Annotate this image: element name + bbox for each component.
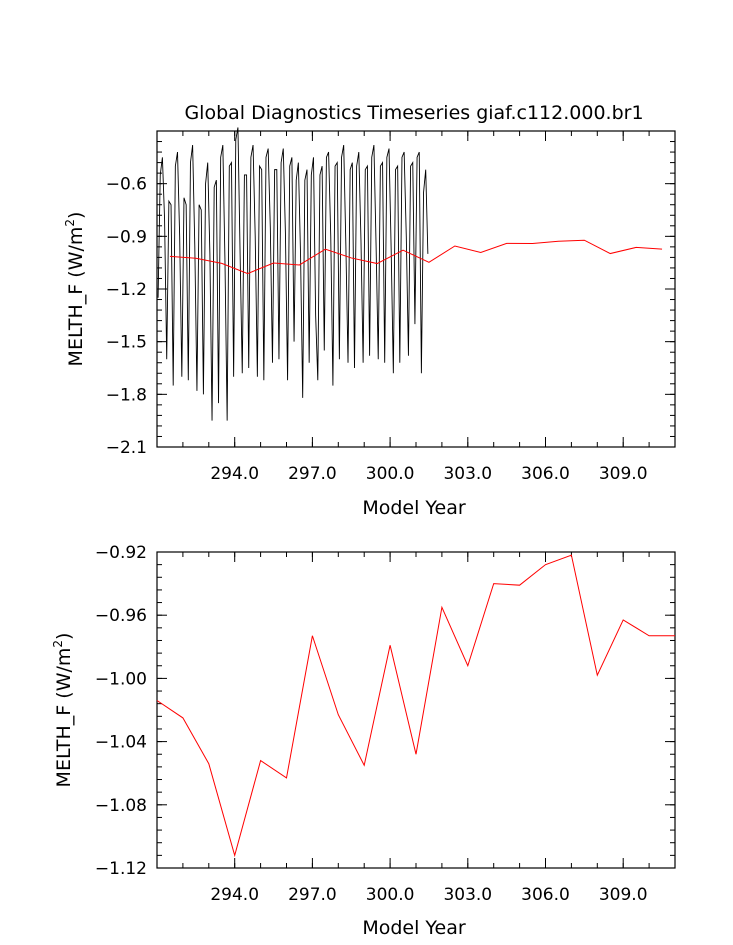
x-tick-label: 303.0 bbox=[443, 464, 492, 484]
x-tick-label: 300.0 bbox=[366, 464, 415, 484]
x-tick-label: 309.0 bbox=[599, 885, 648, 905]
x-tick-label: 297.0 bbox=[288, 464, 337, 484]
x-tick-labels: 294.0 297.0 300.0 303.0 306.0 309.0 bbox=[210, 464, 647, 484]
y-tick-label: −1.8 bbox=[106, 385, 147, 405]
x-axis-label: Model Year bbox=[362, 917, 466, 939]
x-tick-label: 306.0 bbox=[521, 885, 570, 905]
axis-ticks bbox=[156, 551, 676, 869]
y-tick-label: −0.96 bbox=[95, 606, 147, 626]
x-tick-label: 294.0 bbox=[210, 885, 259, 905]
monthly-series-line bbox=[157, 127, 429, 421]
plot-frame bbox=[156, 551, 676, 869]
x-tick-label: 297.0 bbox=[288, 885, 337, 905]
y-tick-label: −2.1 bbox=[106, 438, 147, 458]
bottom-panel: −1.12 −1.08 −1.04 −1.00 −0.96 −0.92 294.0 297.… bbox=[51, 543, 676, 939]
y-tick-labels: −1.12 −1.08 −1.04 −1.00 −0.96 −0.92 bbox=[95, 543, 147, 879]
y-tick-labels: −2.1 −1.8 −1.5 −1.2 −0.9 −0.6 bbox=[106, 175, 147, 458]
y-tick-label: −1.12 bbox=[95, 859, 147, 879]
top-panel: Global Diagnostics Timeseries giaf.c112.… bbox=[63, 102, 676, 519]
y-axis-label-superscript: 2 bbox=[63, 219, 77, 227]
x-axis-label: Model Year bbox=[362, 497, 466, 519]
x-tick-label: 303.0 bbox=[443, 885, 492, 905]
annual-mean-series-line bbox=[169, 239, 663, 275]
annual-mean-series-line bbox=[156, 554, 675, 858]
series-lines bbox=[157, 127, 663, 421]
y-axis-label: MELTH_F (W/m2) bbox=[51, 633, 75, 788]
y-tick-label: −1.5 bbox=[106, 333, 147, 353]
y-axis-label: MELTH_F (W/m2) bbox=[63, 212, 87, 367]
y-tick-label: −0.92 bbox=[95, 543, 147, 563]
chart-title: Global Diagnostics Timeseries giaf.c112.… bbox=[184, 102, 643, 124]
y-tick-label: −0.9 bbox=[106, 227, 147, 247]
x-tick-labels: 294.0 297.0 300.0 303.0 306.0 309.0 bbox=[210, 885, 647, 905]
y-tick-label: −0.6 bbox=[106, 175, 147, 195]
x-tick-label: 300.0 bbox=[366, 885, 415, 905]
y-tick-label: −1.04 bbox=[95, 733, 147, 753]
axis-ticks bbox=[156, 130, 676, 448]
y-tick-label: −1.2 bbox=[106, 280, 147, 300]
x-tick-label: 306.0 bbox=[521, 464, 570, 484]
series-lines bbox=[156, 554, 675, 858]
y-tick-label: −1.08 bbox=[95, 796, 147, 816]
x-tick-label: 309.0 bbox=[599, 464, 648, 484]
y-tick-label: −1.00 bbox=[95, 669, 147, 689]
y-axis-label-superscript: 2 bbox=[51, 640, 65, 648]
x-tick-label: 294.0 bbox=[210, 464, 259, 484]
